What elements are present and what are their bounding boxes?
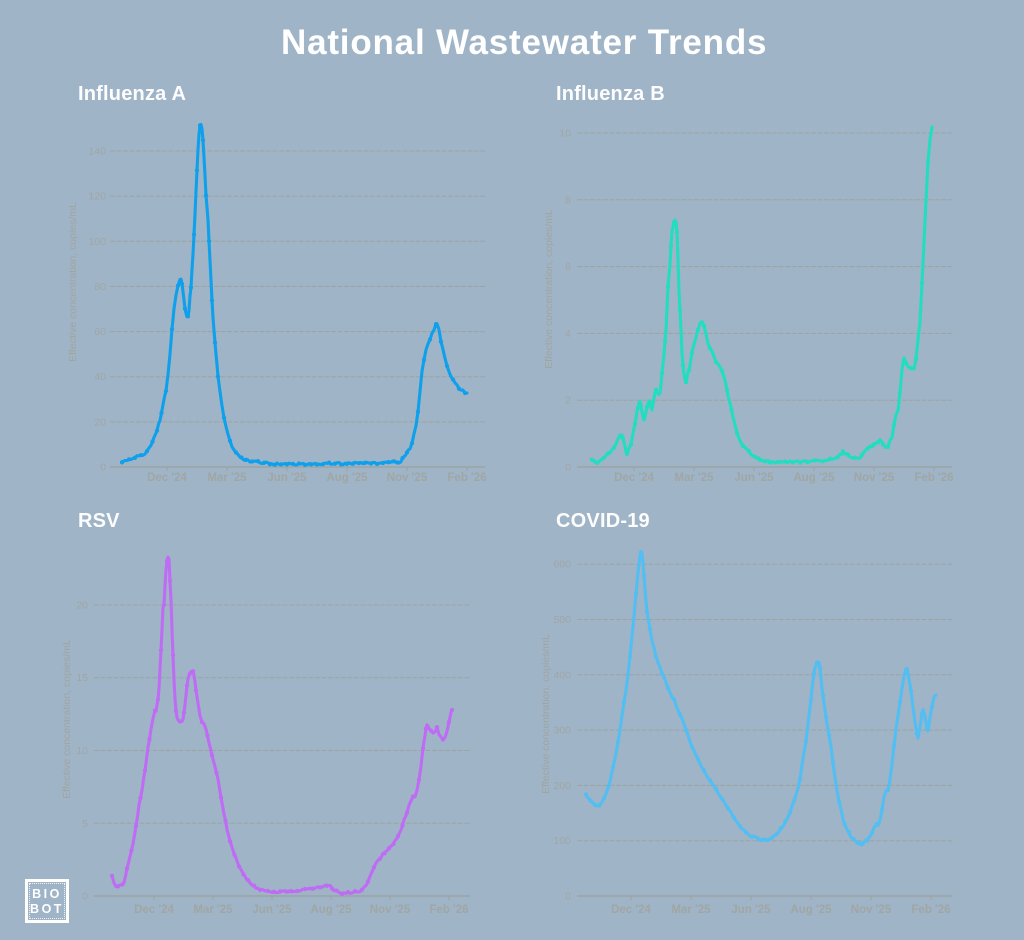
svg-text:Feb '26: Feb '26 (911, 904, 950, 916)
svg-text:Mar '25: Mar '25 (674, 472, 714, 484)
svg-text:0: 0 (565, 462, 571, 474)
svg-text:0: 0 (565, 891, 571, 903)
svg-text:8: 8 (565, 194, 571, 206)
svg-text:4: 4 (565, 328, 571, 340)
svg-text:Nov '25: Nov '25 (851, 904, 892, 916)
svg-text:2: 2 (565, 395, 571, 407)
svg-text:Jun '25: Jun '25 (267, 472, 307, 484)
svg-text:Aug '25: Aug '25 (790, 904, 832, 916)
svg-text:Dec '24: Dec '24 (611, 904, 651, 916)
svg-text:Mar '25: Mar '25 (671, 904, 711, 916)
svg-text:120: 120 (88, 191, 106, 203)
svg-text:Effective concentration, copie: Effective concentration, copies/mL (543, 209, 555, 369)
svg-text:600: 600 (553, 559, 571, 571)
svg-text:Feb '26: Feb '26 (914, 472, 953, 484)
svg-text:400: 400 (553, 669, 571, 681)
svg-text:Aug '25: Aug '25 (326, 472, 368, 484)
svg-text:40: 40 (94, 371, 106, 383)
svg-text:Feb '26: Feb '26 (447, 472, 486, 484)
svg-text:5: 5 (82, 818, 88, 830)
svg-text:Effective concentration, copie: Effective concentration, copies/mL (61, 639, 73, 799)
svg-text:Jun '25: Jun '25 (731, 904, 771, 916)
svg-text:Effective concentration, copie: Effective concentration, copies/mL (540, 634, 552, 794)
svg-text:Nov '25: Nov '25 (387, 472, 428, 484)
svg-text:10: 10 (76, 745, 88, 757)
svg-text:200: 200 (553, 780, 571, 792)
svg-text:100: 100 (88, 236, 106, 248)
svg-text:80: 80 (94, 281, 106, 293)
svg-text:500: 500 (553, 614, 571, 626)
svg-text:60: 60 (94, 326, 106, 338)
svg-text:Aug '25: Aug '25 (793, 472, 835, 484)
svg-text:140: 140 (88, 146, 106, 158)
svg-text:Feb '26: Feb '26 (429, 904, 468, 916)
svg-text:300: 300 (553, 725, 571, 737)
svg-text:Dec '24: Dec '24 (147, 472, 187, 484)
svg-text:20: 20 (76, 600, 88, 612)
svg-text:20: 20 (94, 416, 106, 428)
svg-text:100: 100 (553, 835, 571, 847)
svg-text:Nov '25: Nov '25 (370, 904, 411, 916)
svg-text:Effective concentration, copie: Effective concentration, copies/mL (67, 202, 79, 362)
svg-text:Mar '25: Mar '25 (193, 904, 233, 916)
svg-text:Dec '24: Dec '24 (134, 904, 174, 916)
svg-text:0: 0 (82, 891, 88, 903)
svg-text:10: 10 (559, 128, 571, 140)
svg-text:Mar '25: Mar '25 (207, 472, 247, 484)
svg-text:Dec '24: Dec '24 (614, 472, 654, 484)
svg-text:Aug '25: Aug '25 (310, 904, 352, 916)
svg-text:0: 0 (100, 462, 106, 474)
svg-text:15: 15 (76, 672, 88, 684)
svg-text:Jun '25: Jun '25 (252, 904, 292, 916)
svg-text:Jun '25: Jun '25 (734, 472, 774, 484)
svg-text:Nov '25: Nov '25 (854, 472, 895, 484)
svg-text:6: 6 (565, 261, 571, 273)
